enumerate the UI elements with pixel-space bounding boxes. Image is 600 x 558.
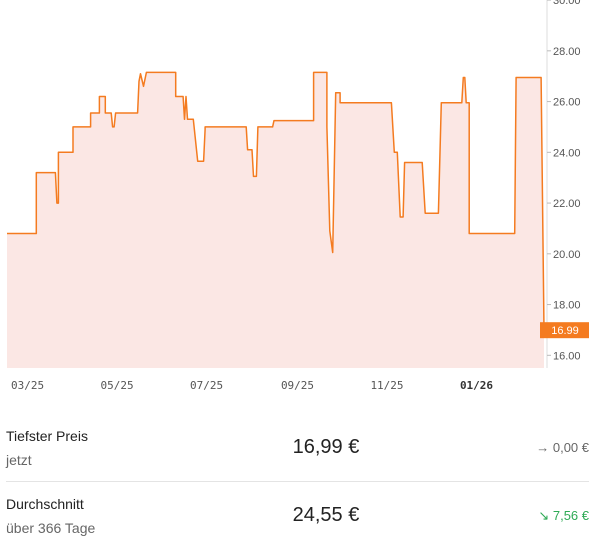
stat-label: Durchschnitt: [6, 496, 84, 512]
current-price-label: 16.99: [551, 325, 579, 337]
current-price-badge: [540, 322, 589, 339]
price-chart: 16.00 18.00 20.00 22.00 24.00 26.00 28.00 30.00…: [7, 0, 589, 392]
stat-label: Tiefster Preis: [6, 428, 88, 444]
stat-change: ↘ 7,56 €: [538, 508, 589, 523]
y-tick-label: 18.00: [553, 300, 581, 312]
y-tick-label: 16.00: [553, 350, 581, 362]
price-line: [7, 71, 545, 331]
x-tick-label: 03/25: [11, 379, 44, 392]
x-tick-label: 11/25: [370, 379, 403, 392]
x-tick-label: 09/25: [281, 379, 314, 392]
x-tick-label: 01/26: [460, 379, 493, 392]
stat-value: 24,55 €: [292, 504, 360, 526]
stat-row: Tiefster Preis jetzt 16,99 € → 0,00 €: [6, 428, 589, 490]
y-tick-label: 20.00: [553, 249, 581, 261]
y-tick-label: 28.00: [553, 46, 581, 58]
stat-row: Durchschnitt über 366 Tage 24,55 € ↘ 7,5…: [6, 496, 589, 558]
separator: [6, 481, 589, 482]
price-area: [7, 72, 544, 369]
y-tick-label: 26.00: [553, 97, 581, 109]
x-tick-label: 07/25: [190, 379, 223, 392]
stat-sub: über 366 Tage: [6, 520, 96, 536]
y-tick-label: 22.00: [553, 198, 581, 210]
stat-change: → 0,00 €: [536, 440, 589, 455]
stat-sub: jetzt: [6, 452, 32, 468]
stat-value: 16,99 €: [292, 436, 360, 458]
x-tick-label: 05/25: [100, 379, 133, 392]
page: {"chart_data": {"type": "line", "x": [0,…: [6, 0, 589, 536]
y-tick-label: 24.00: [553, 147, 581, 159]
y-tick-label: 30.00: [553, 0, 581, 7]
